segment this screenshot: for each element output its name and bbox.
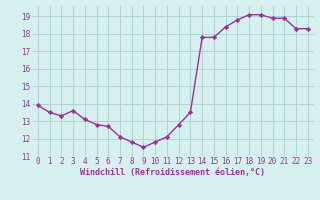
X-axis label: Windchill (Refroidissement éolien,°C): Windchill (Refroidissement éolien,°C) <box>80 168 265 177</box>
